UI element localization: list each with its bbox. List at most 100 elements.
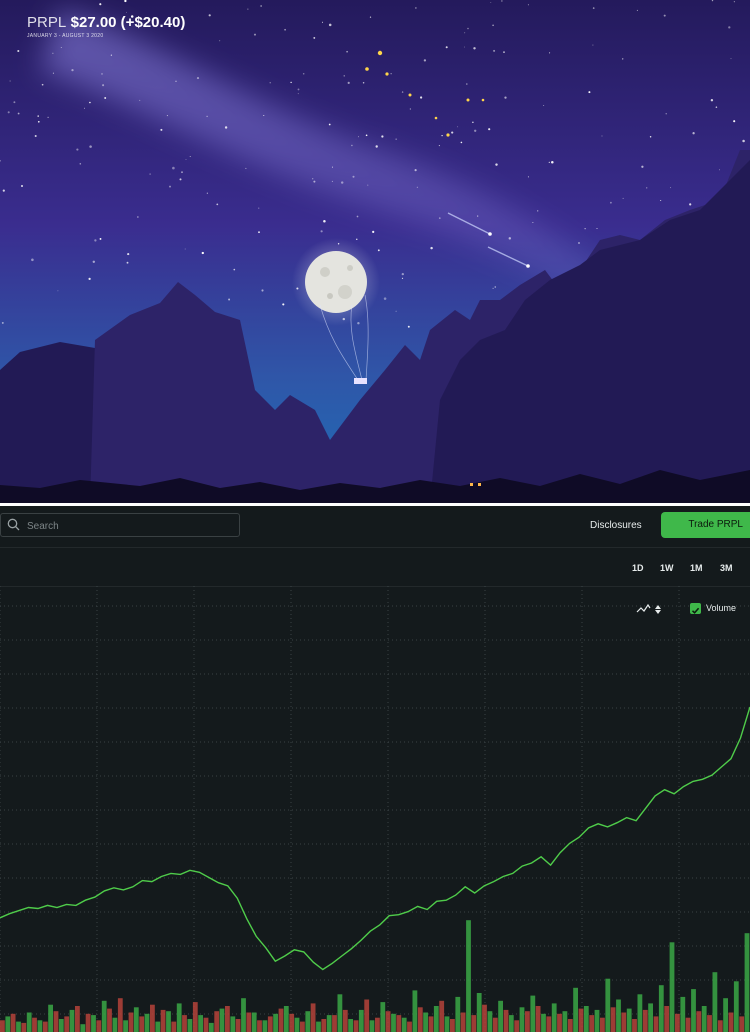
trade-button[interactable]: Trade PRPL <box>661 512 750 538</box>
volume-bar-down <box>546 1016 552 1032</box>
volume-bar-down <box>128 1012 134 1032</box>
mountain-right <box>430 160 750 503</box>
star <box>414 169 417 172</box>
star <box>169 185 171 188</box>
volume-bar-up <box>562 1011 568 1032</box>
volume-bar-up <box>155 1021 161 1032</box>
star <box>323 220 326 223</box>
volume-bar-down <box>150 1004 155 1032</box>
star <box>649 135 652 138</box>
volume-bar-down <box>514 1020 520 1032</box>
star <box>460 141 463 144</box>
volume-bar-up <box>219 1008 225 1032</box>
floating-house <box>354 378 367 384</box>
star <box>52 72 54 74</box>
volume-checkbox[interactable] <box>690 603 701 614</box>
star <box>445 46 448 49</box>
volume-bar-up <box>594 1009 600 1032</box>
volume-bar-down <box>171 1021 177 1032</box>
star <box>367 184 369 186</box>
chart-controls: Volume <box>0 600 750 620</box>
range-button-1w[interactable]: 1W <box>660 563 674 573</box>
volume-bar-up <box>230 1016 236 1032</box>
star <box>328 123 331 126</box>
star <box>377 249 380 252</box>
star <box>88 277 91 281</box>
volume-bar-down <box>182 1015 187 1032</box>
search-input[interactable] <box>25 517 229 535</box>
volume-bar-up <box>637 994 643 1032</box>
star <box>423 59 427 62</box>
volume-bar-up <box>348 1019 353 1032</box>
volume-bar-up <box>669 942 675 1032</box>
volume-bar-up <box>380 1002 386 1032</box>
star <box>457 126 459 128</box>
star <box>340 181 344 184</box>
volume-bar-down <box>85 1013 91 1032</box>
volume-bar-up <box>733 981 739 1032</box>
star <box>508 237 512 240</box>
star <box>369 16 372 18</box>
volume-bar-up <box>198 1015 203 1032</box>
volume-bar-down <box>492 1017 498 1032</box>
range-button-1m[interactable]: 1M <box>690 563 703 573</box>
volume-bar-down <box>707 1015 712 1032</box>
star <box>592 7 595 9</box>
star <box>258 231 260 234</box>
star <box>362 81 365 84</box>
volume-bar-up <box>358 1009 364 1032</box>
chart-type-button[interactable] <box>636 602 662 621</box>
volume-bar-down <box>160 1009 166 1032</box>
search-box[interactable] <box>0 513 240 537</box>
star <box>9 80 11 82</box>
star <box>17 49 20 53</box>
volume-bar-down <box>375 1017 380 1032</box>
shooting-stars <box>447 212 530 268</box>
volume-bar-up <box>5 1016 11 1032</box>
star <box>261 289 264 292</box>
volume-bar-down <box>578 1008 584 1032</box>
star <box>253 33 257 36</box>
range-button-1d[interactable]: 1D <box>632 563 644 573</box>
star <box>127 253 130 256</box>
star <box>79 163 82 165</box>
star <box>172 166 175 170</box>
star <box>41 83 44 86</box>
volume-bar-up <box>498 1000 503 1032</box>
star <box>488 128 491 131</box>
star <box>438 217 441 219</box>
star <box>263 115 265 116</box>
volume-label: Volume <box>706 603 737 613</box>
ticker-header: PRPL $27.00 (+$20.40) JANUARY 3 - AUGUST… <box>27 14 185 39</box>
volume-bar-down <box>107 1008 112 1032</box>
star <box>233 268 236 271</box>
volume-bar-up <box>583 1006 589 1032</box>
volume-bar-down <box>64 1016 70 1032</box>
star <box>641 165 644 168</box>
star <box>395 138 397 140</box>
star <box>733 120 736 123</box>
disclosures-link[interactable]: Disclosures <box>590 520 642 531</box>
volume-bar-up <box>541 1013 546 1032</box>
star <box>104 97 107 99</box>
star <box>139 99 141 101</box>
volume-bar-down <box>10 1013 16 1032</box>
ticker-symbol: PRPL <box>27 14 67 31</box>
volume-bar-up <box>433 1006 439 1032</box>
star <box>352 175 355 178</box>
star <box>320 230 323 233</box>
star <box>331 166 333 168</box>
volume-bar-up <box>648 1003 653 1032</box>
volume-bar-down <box>428 1016 434 1032</box>
volume-bar-down <box>117 998 123 1032</box>
moon <box>305 251 367 313</box>
night-sky-illustration <box>0 0 750 503</box>
volume-bar-down <box>139 1016 145 1032</box>
star <box>185 158 187 160</box>
range-button-3m[interactable]: 3M <box>720 563 733 573</box>
star <box>493 49 496 52</box>
star <box>224 126 228 129</box>
volume-bar-up <box>701 1006 707 1032</box>
volume-bar-up <box>476 993 482 1032</box>
volume-bar-down <box>321 1019 327 1032</box>
